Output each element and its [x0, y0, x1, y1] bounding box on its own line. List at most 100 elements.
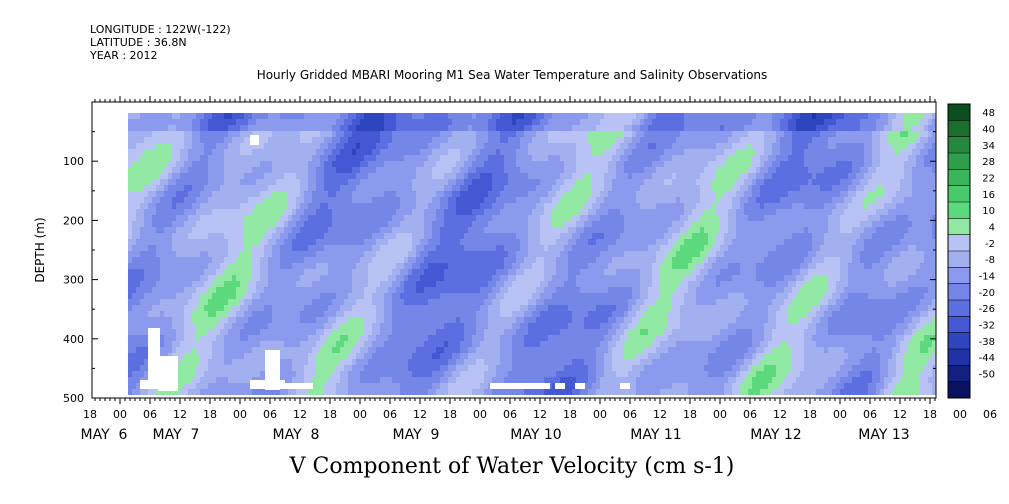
heatmap-cell	[196, 221, 200, 227]
heatmap-cell	[316, 167, 320, 173]
heatmap-cell	[544, 299, 548, 305]
heatmap-cell	[432, 335, 436, 341]
heatmap-cell	[396, 227, 400, 233]
heatmap-cell	[416, 323, 420, 329]
heatmap-cell	[312, 323, 316, 329]
heatmap-cell	[424, 197, 428, 203]
heatmap-cell	[312, 131, 316, 137]
heatmap-cell	[488, 371, 492, 377]
heatmap-cell	[504, 263, 508, 269]
heatmap-cell	[484, 215, 488, 221]
heatmap-cell	[224, 239, 228, 245]
heatmap-cell	[200, 245, 204, 251]
heatmap-cell	[256, 263, 260, 269]
heatmap-cell	[132, 293, 136, 299]
heatmap-cell	[500, 257, 504, 263]
heatmap-cell	[304, 371, 308, 377]
heatmap-cell	[136, 377, 140, 383]
heatmap-cell	[368, 215, 372, 221]
heatmap-cell	[484, 191, 488, 197]
heatmap-cell	[132, 317, 136, 323]
heatmap-cell	[268, 293, 272, 299]
heatmap-cell	[424, 173, 428, 179]
heatmap-cell	[288, 185, 292, 191]
heatmap-cell	[440, 371, 444, 377]
heatmap-cell	[324, 335, 328, 341]
heatmap-cell	[296, 119, 300, 125]
heatmap-cell	[236, 119, 240, 125]
heatmap-cell	[360, 167, 364, 173]
heatmap-cell	[236, 317, 240, 323]
heatmap-cell	[516, 287, 520, 293]
heatmap-cell	[320, 383, 324, 389]
heatmap-cell	[364, 347, 368, 353]
heatmap-cell	[236, 185, 240, 191]
heatmap-cell	[420, 167, 424, 173]
heatmap-cell	[408, 371, 412, 377]
heatmap-cell	[540, 131, 544, 137]
heatmap-cell	[380, 383, 384, 389]
heatmap-cell	[376, 299, 380, 305]
heatmap-cell	[216, 239, 220, 245]
heatmap-cell	[196, 317, 200, 323]
heatmap-cell	[360, 191, 364, 197]
heatmap-cell	[272, 341, 276, 347]
heatmap-cell	[524, 149, 528, 155]
heatmap-cell	[344, 191, 348, 197]
heatmap-cell	[356, 275, 360, 281]
heatmap-cell	[488, 143, 492, 149]
heatmap-cell	[288, 359, 292, 365]
heatmap-cell	[488, 317, 492, 323]
heatmap-cell	[260, 215, 264, 221]
heatmap-cell	[288, 227, 292, 233]
heatmap-cell	[264, 113, 268, 119]
heatmap-cell	[436, 377, 440, 383]
heatmap-cell	[520, 365, 524, 371]
heatmap-cell	[412, 137, 416, 143]
heatmap-cell	[380, 293, 384, 299]
heatmap-cell	[524, 311, 528, 317]
heatmap-cell	[540, 269, 544, 275]
heatmap-cell	[140, 203, 144, 209]
heatmap-cell	[344, 305, 348, 311]
heatmap-cell	[252, 281, 256, 287]
heatmap-cell	[428, 143, 432, 149]
heatmap-cell	[352, 167, 356, 173]
heatmap-cell	[416, 161, 420, 167]
heatmap-cell	[544, 287, 548, 293]
heatmap-cell	[276, 389, 280, 395]
heatmap-cell	[508, 185, 512, 191]
heatmap-cell	[380, 347, 384, 353]
heatmap-cell	[300, 173, 304, 179]
heatmap-cell	[184, 257, 188, 263]
heatmap-cell	[424, 221, 428, 227]
heatmap-cell	[136, 329, 140, 335]
heatmap-cell	[324, 203, 328, 209]
heatmap-cell	[396, 161, 400, 167]
heatmap-cell	[364, 233, 368, 239]
heatmap-cell	[240, 143, 244, 149]
heatmap-cell	[392, 215, 396, 221]
heatmap-cell	[308, 161, 312, 167]
heatmap-cell	[380, 227, 384, 233]
heatmap-cell	[308, 245, 312, 251]
heatmap-cell	[336, 377, 340, 383]
heatmap-cell	[280, 347, 284, 353]
heatmap-cell	[540, 329, 544, 335]
heatmap-cell	[408, 185, 412, 191]
heatmap-cell	[320, 281, 324, 287]
heatmap-cell	[520, 317, 524, 323]
heatmap-cell	[292, 161, 296, 167]
heatmap-cell	[480, 299, 484, 305]
heatmap-cell	[548, 287, 552, 293]
heatmap-cell	[220, 119, 224, 125]
heatmap-cell	[200, 125, 204, 131]
heatmap-cell	[528, 125, 532, 131]
heatmap-cell	[508, 269, 512, 275]
heatmap-cell	[396, 311, 400, 317]
heatmap-cell	[484, 185, 488, 191]
heatmap-cell	[244, 335, 248, 341]
heatmap-cell	[188, 317, 192, 323]
heatmap-cell	[512, 347, 516, 353]
heatmap-cell	[184, 317, 188, 323]
